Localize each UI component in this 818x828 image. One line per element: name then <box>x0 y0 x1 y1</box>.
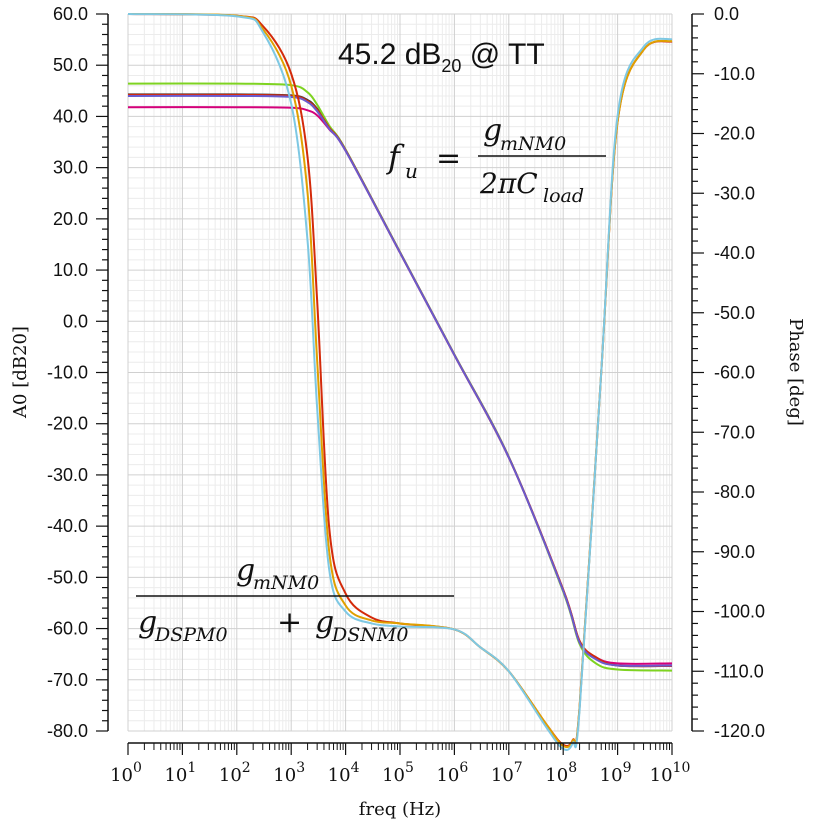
y-left-tick-label: -60.0 <box>47 619 88 639</box>
series-line-8 <box>127 13 673 751</box>
y-left-tick-label: 50.0 <box>53 55 88 75</box>
y-left-tick-label: -50.0 <box>47 567 88 587</box>
y-axis-right-label: Phase [deg] <box>785 318 806 426</box>
x-tick-label-exponent: 0 <box>133 760 142 776</box>
y-right-tick-label: -100.0 <box>714 602 765 622</box>
formula-a0-num-sub: mNM0 <box>253 572 319 594</box>
y-left-tick-label: -10.0 <box>47 363 88 383</box>
x-tick-label-base: 10 <box>491 765 514 786</box>
x-tick-label-base: 10 <box>436 765 459 786</box>
x-tick-label: 101 <box>164 760 196 786</box>
annotation-title-subscript: 20 <box>441 56 461 76</box>
y-right-tick-label: 0.0 <box>714 4 739 24</box>
x-tick-label-base: 10 <box>219 765 242 786</box>
y-left-tick-label: -80.0 <box>47 721 88 741</box>
x-tick-label: 102 <box>219 760 251 786</box>
formula-a0-num-var: g <box>236 553 255 588</box>
x-tick-label-base: 10 <box>545 765 568 786</box>
y-left-tick-label: 20.0 <box>53 209 88 229</box>
series-layer <box>127 13 673 751</box>
formula-fu-num-sub: mNM0 <box>500 133 566 155</box>
x-tick-label-base: 10 <box>382 765 405 786</box>
x-tick-label-base: 10 <box>328 765 351 786</box>
x-tick-label-exponent: 2 <box>242 760 251 776</box>
x-tick-label: 108 <box>545 760 577 786</box>
formula-unity-gain-frequency: f u = g mNM0 2πC load <box>386 113 606 207</box>
formula-fu-eq: = <box>436 141 461 176</box>
x-tick-label-exponent: 5 <box>405 760 414 776</box>
annotation-title-main: 45.2 dB <box>338 38 441 71</box>
x-tick-label-exponent: 7 <box>514 760 523 776</box>
x-tick-label: 109 <box>600 760 632 786</box>
x-tick-label: 105 <box>382 760 414 786</box>
y-right-tick-label: -90.0 <box>714 542 755 562</box>
annotation-title-suffix: @ TT <box>461 38 544 71</box>
x-tick-label-exponent: 3 <box>296 760 305 776</box>
x-tick-label-base: 10 <box>600 765 623 786</box>
x-tick-label: 107 <box>491 760 523 786</box>
y-left-tick-label: 60.0 <box>53 4 88 24</box>
formula-fu-den-sub: load <box>543 185 584 207</box>
right-ticks: 0.0 -10.0 -20.0 -30.0 -40.0 -50.0 -60.0 -70.0 -8… <box>692 4 765 741</box>
x-ticks: 100 101 102 103 104 105 106 107 108 109 1010 <box>110 743 690 786</box>
formula-a0-den-sub1: DSPM0 <box>154 624 228 646</box>
x-tick-label-base: 10 <box>110 765 133 786</box>
y-left-tick-label: 10.0 <box>53 260 88 280</box>
y-right-tick-label: -10.0 <box>714 64 755 84</box>
x-tick-label-base: 10 <box>164 765 187 786</box>
x-tick-label: 103 <box>273 760 305 786</box>
y-right-tick-label: -20.0 <box>714 124 755 144</box>
y-left-tick-label: -20.0 <box>47 414 88 434</box>
x-tick-label-exponent: 4 <box>351 760 360 776</box>
y-left-tick-label: 30.0 <box>53 158 88 178</box>
formula-fu-den: 2πC <box>479 167 538 200</box>
y-right-tick-label: -40.0 <box>714 243 755 263</box>
y-left-tick-label: -30.0 <box>47 465 88 485</box>
x-tick-label-exponent: 8 <box>568 760 577 776</box>
x-tick-label-base: 10 <box>650 765 673 786</box>
y-axis-left-label: A0 [dB20] <box>10 326 31 419</box>
x-tick-label: 106 <box>436 760 468 786</box>
x-tick-label-exponent: 6 <box>459 760 468 776</box>
x-tick-label: 100 <box>110 760 142 786</box>
formula-a0-plus: + <box>277 605 302 640</box>
x-tick-label-exponent: 1 <box>187 760 196 776</box>
y-right-tick-label: -80.0 <box>714 482 755 502</box>
formula-fu-num-var: g <box>483 113 502 148</box>
y-left-tick-label: 40.0 <box>53 106 88 126</box>
x-axis-label: freq (Hz) <box>359 799 441 820</box>
x-tick-label: 104 <box>328 760 360 786</box>
formula-fu-sub: u <box>405 159 418 183</box>
formula-a0-den-sub2: DSNM0 <box>331 624 408 646</box>
formula-a0-den-var2: g <box>315 605 334 640</box>
y-right-tick-label: -120.0 <box>714 721 765 741</box>
x-tick-label-exponent: 10 <box>673 760 691 776</box>
formula-dc-gain: g mNM0 g DSPM0 + g DSNM0 <box>136 553 454 646</box>
y-right-tick-label: -50.0 <box>714 303 755 323</box>
left-ticks: 60.0 50.0 40.0 30.0 20.0 10.0 0.0 -10.0 -20.0 -30… <box>47 4 108 741</box>
y-left-tick-label: -40.0 <box>47 516 88 536</box>
y-left-tick-label: -70.0 <box>47 670 88 690</box>
x-tick-label: 1010 <box>650 760 691 786</box>
x-tick-label-exponent: 9 <box>623 760 632 776</box>
formula-a0-den-var1: g <box>138 605 157 640</box>
annotation-title: 45.2 dB20 @ TT <box>338 38 545 76</box>
y-left-tick-label: 0.0 <box>63 311 88 331</box>
x-tick-label-base: 10 <box>273 765 296 786</box>
y-right-tick-label: -110.0 <box>714 661 764 681</box>
y-right-tick-label: -70.0 <box>714 422 755 442</box>
y-right-tick-label: -30.0 <box>714 183 755 203</box>
y-right-tick-label: -60.0 <box>714 363 755 383</box>
